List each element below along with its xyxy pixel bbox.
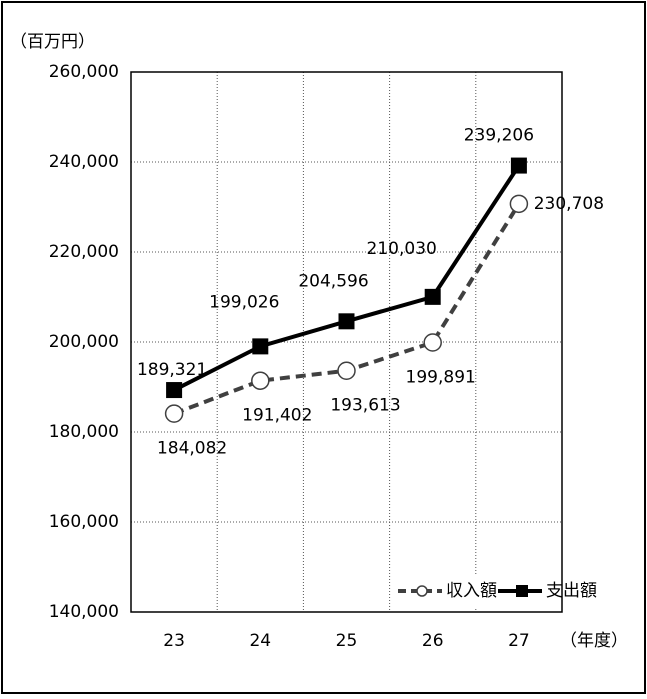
value-label: 191,402 — [242, 406, 312, 426]
marker — [166, 382, 183, 399]
marker — [424, 288, 441, 305]
marker — [251, 371, 270, 390]
legend-label: 支出額 — [546, 581, 597, 601]
marker — [337, 361, 356, 380]
x-tick-label: 26 — [422, 631, 444, 651]
marker — [510, 157, 527, 174]
x-tick-label: 25 — [336, 631, 358, 651]
y-tick-label: 260,000 — [49, 62, 119, 82]
y-tick-label: 240,000 — [49, 152, 119, 172]
x-tick-label: 24 — [249, 631, 271, 651]
marker — [338, 313, 355, 330]
legend-marker — [516, 585, 528, 597]
y-tick-label: 140,000 — [49, 602, 119, 622]
value-label: 184,082 — [157, 439, 227, 459]
value-label: 204,596 — [298, 271, 368, 291]
value-label: 199,026 — [209, 292, 279, 312]
value-label: 230,708 — [534, 194, 604, 214]
legend-label: 収入額 — [446, 581, 497, 601]
y-tick-label: 160,000 — [49, 512, 119, 532]
value-label: 193,613 — [330, 396, 400, 416]
x-tick-label: 27 — [508, 631, 530, 651]
marker — [423, 333, 442, 352]
y-axis-label: （百万円） — [10, 32, 95, 52]
marker — [252, 338, 269, 355]
plot-border — [130, 71, 563, 613]
value-label: 189,321 — [137, 360, 207, 380]
legend-marker — [416, 585, 428, 597]
value-label: 199,891 — [406, 367, 476, 387]
y-tick-label: 220,000 — [49, 242, 119, 262]
marker — [509, 194, 529, 214]
x-tick-label: 23 — [163, 631, 185, 651]
value-label: 239,206 — [464, 126, 534, 146]
marker — [164, 404, 184, 423]
x-axis-label: （年度） — [560, 631, 628, 651]
y-tick-label: 200,000 — [49, 332, 119, 352]
y-tick-label: 180,000 — [49, 422, 119, 442]
value-label: 210,030 — [367, 239, 437, 259]
